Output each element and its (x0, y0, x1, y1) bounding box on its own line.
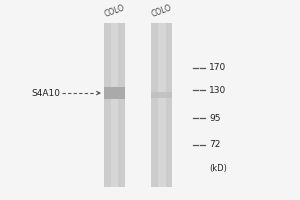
Text: S4A10: S4A10 (32, 89, 61, 98)
Bar (104, 87, 125, 99)
Bar (104, 23, 125, 187)
Bar (111, 23, 118, 187)
Text: 130: 130 (209, 86, 227, 95)
Bar (152, 92, 172, 98)
Text: COLO: COLO (151, 3, 173, 19)
Text: COLO: COLO (103, 3, 126, 19)
Text: 72: 72 (209, 140, 221, 149)
Text: (kD): (kD) (209, 164, 227, 173)
Bar (158, 23, 166, 187)
Text: 170: 170 (209, 63, 227, 72)
Text: 95: 95 (209, 114, 221, 123)
Bar (152, 23, 172, 187)
